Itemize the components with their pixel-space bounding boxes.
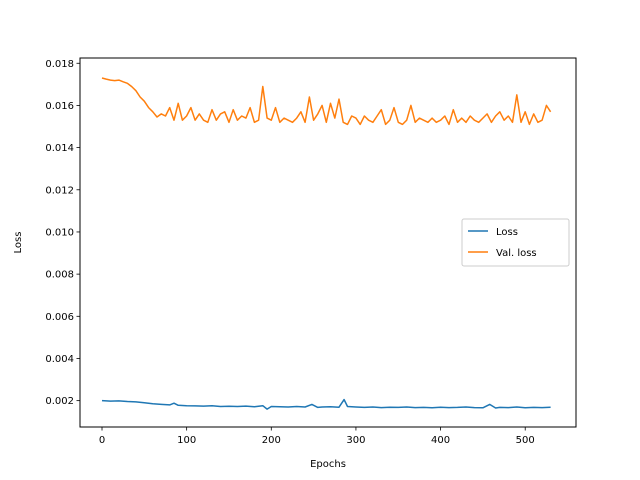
- y-tick-label: 0.016: [45, 101, 74, 112]
- x-tick-label: 200: [262, 435, 281, 446]
- series-line-1: [101, 77, 552, 126]
- y-tick-label: 0.010: [45, 227, 74, 238]
- y-tick-label: 0.008: [45, 270, 74, 281]
- legend: Loss Val. loss: [461, 218, 570, 267]
- x-tick-label: 100: [177, 435, 196, 446]
- y-tick-label: 0.012: [45, 185, 74, 196]
- y-axis-title: Loss: [13, 232, 24, 254]
- series-layer: [101, 77, 552, 410]
- y-tick-label: 0.018: [45, 59, 74, 70]
- x-tick-label: 300: [346, 435, 365, 446]
- x-tick-label: 400: [431, 435, 450, 446]
- plot-frame: [79, 57, 577, 428]
- y-axis: 0.002 0.004 0.006 0.008 0.010 0.012 0.014 0.016…: [45, 59, 80, 407]
- legend-label-1: Val. loss: [496, 248, 537, 259]
- x-axis-title: Epochs: [310, 459, 346, 470]
- series-line-0: [101, 398, 551, 410]
- y-tick-label: 0.004: [45, 354, 74, 365]
- x-tick-label: 500: [516, 435, 535, 446]
- y-tick-label: 0.006: [45, 312, 74, 323]
- legend-box: [461, 218, 570, 267]
- x-tick-label: 0: [99, 435, 105, 446]
- x-axis: 0 100 200 300 400 500: [99, 427, 535, 446]
- y-tick-label: 0.014: [45, 143, 74, 154]
- legend-label-0: Loss: [496, 227, 518, 238]
- y-tick-label: 0.002: [45, 396, 74, 407]
